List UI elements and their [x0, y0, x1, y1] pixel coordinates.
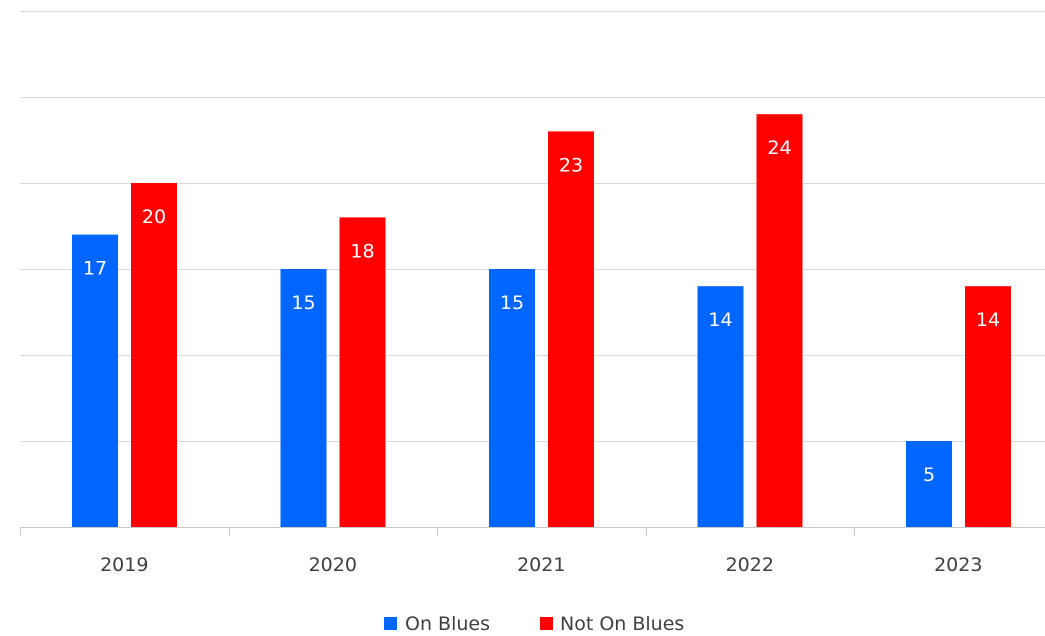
bar-2021-not-on-blues	[548, 131, 594, 527]
bar-2020-on-blues	[280, 269, 327, 527]
bar-2022-not-on-blues	[756, 114, 803, 527]
bar-2023-not-on-blues	[965, 286, 1011, 527]
legend-swatch-on-blues	[384, 617, 397, 630]
bar-2020-not-on-blues	[339, 217, 386, 527]
data-label-2019-not-on-blues: 20	[142, 206, 166, 228]
legend: On Blues Not On Blues	[384, 613, 684, 635]
bar-2023-on-blues	[906, 441, 952, 527]
x-tick-label-2022: 2022	[726, 554, 774, 576]
x-tick-label-2021: 2021	[517, 554, 565, 576]
x-tick-label-2020: 2020	[309, 554, 357, 576]
data-label-2021-on-blues: 15	[500, 292, 524, 314]
data-label-2021-not-on-blues: 23	[559, 154, 583, 176]
data-label-2020-not-on-blues: 18	[350, 240, 374, 262]
bar-2022-on-blues	[697, 286, 744, 527]
data-label-2022-on-blues: 14	[708, 309, 732, 331]
bar-2019-not-on-blues	[131, 183, 177, 527]
data-label-2020-on-blues: 15	[291, 292, 315, 314]
x-tick-label-2023: 2023	[934, 554, 982, 576]
legend-label-on-blues: On Blues	[405, 613, 490, 635]
legend-label-not-on-blues: Not On Blues	[560, 613, 684, 635]
bar-2019-on-blues	[72, 234, 118, 527]
data-label-2023-on-blues: 5	[923, 464, 935, 486]
data-label-2022-not-on-blues: 24	[767, 137, 791, 159]
x-axis: 2019 2020 2021 2022 2023	[20, 527, 1045, 576]
legend-swatch-not-on-blues	[540, 617, 553, 630]
data-labels: 17 20 15 18 15 23 14 24 5 14	[83, 137, 1000, 486]
bars	[72, 114, 1011, 527]
data-label-2023-not-on-blues: 14	[976, 309, 1000, 331]
bar-2021-on-blues	[489, 269, 535, 527]
data-label-2019-on-blues: 17	[83, 258, 107, 280]
x-tick-label-2019: 2019	[100, 554, 148, 576]
